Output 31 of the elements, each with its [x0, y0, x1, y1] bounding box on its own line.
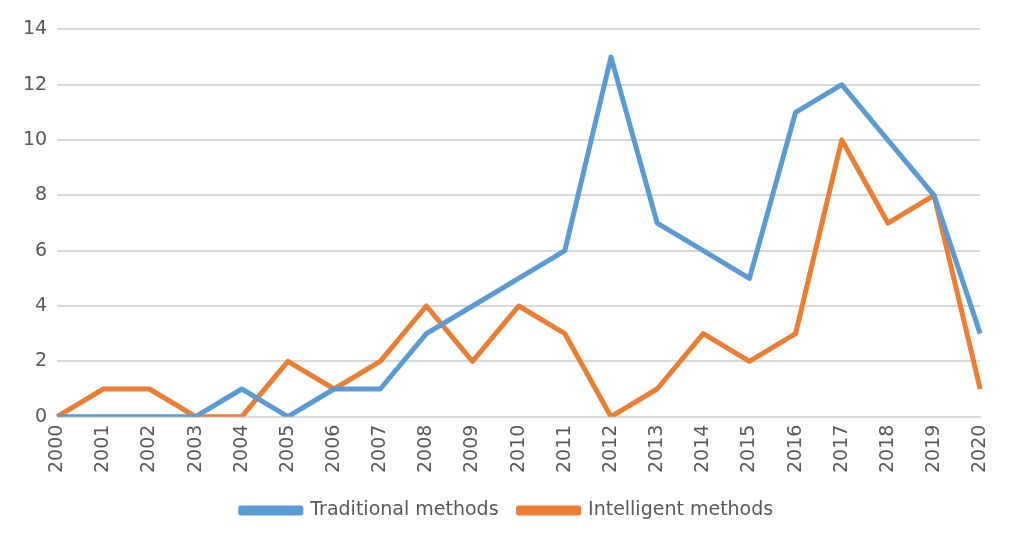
x-tick-label: 2011 [551, 424, 574, 474]
y-tick-label: 10 [22, 126, 48, 149]
x-tick-label: 2014 [690, 424, 713, 474]
y-tick-label: 14 [22, 16, 48, 39]
x-tick-label: 2004 [228, 424, 251, 474]
x-tick-label: 2007 [367, 424, 390, 474]
x-tick-label: 2015 [736, 424, 759, 474]
x-tick-label: 2012 [597, 424, 620, 474]
x-tick-label: 2008 [413, 424, 436, 474]
x-tick-label: 2009 [459, 424, 482, 474]
x-tick-label: 2006 [321, 424, 344, 474]
x-tick-label: 2018 [874, 424, 897, 474]
y-tick-label: 12 [22, 71, 48, 94]
x-tick-label: 2000 [44, 424, 67, 474]
x-tick-label: 2020 [967, 424, 990, 474]
y-tick-label: 0 [35, 403, 48, 426]
x-tick-label: 2003 [182, 424, 205, 474]
legend-label: Intelligent methods [588, 497, 774, 520]
y-tick-label: 2 [35, 348, 48, 371]
x-tick-label: 2005 [274, 424, 297, 474]
y-tick-label: 4 [35, 292, 48, 315]
x-tick-label: 2019 [920, 424, 943, 474]
x-tick-label: 2017 [828, 424, 851, 474]
y-tick-label: 6 [35, 237, 48, 260]
x-tick-label: 2016 [782, 424, 805, 474]
x-tick-label: 2010 [505, 424, 528, 474]
y-tick-label: 8 [35, 182, 48, 205]
x-tick-label: 2013 [644, 424, 667, 474]
x-tick-label: 2002 [136, 424, 159, 474]
x-tick-label: 2001 [90, 424, 113, 474]
legend-label: Traditional methods [309, 497, 499, 520]
